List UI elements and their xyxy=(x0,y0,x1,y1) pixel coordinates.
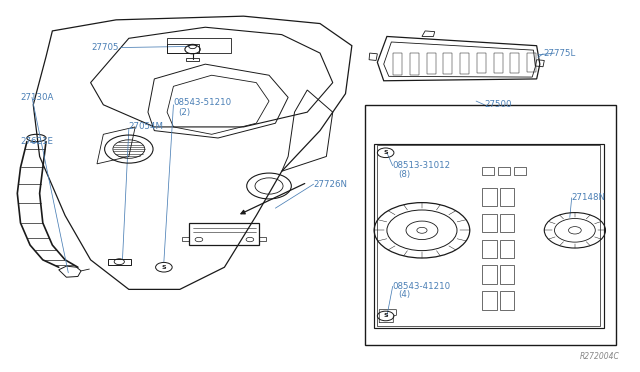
Text: 27726N: 27726N xyxy=(314,180,348,189)
Bar xyxy=(499,167,510,175)
Bar xyxy=(515,167,526,175)
Text: 08543-51210: 08543-51210 xyxy=(173,99,232,108)
Text: (4): (4) xyxy=(398,291,410,299)
Text: S: S xyxy=(161,265,166,270)
Text: 27148N: 27148N xyxy=(572,193,605,202)
Bar xyxy=(500,188,515,206)
Text: 27500: 27500 xyxy=(484,100,512,109)
Text: 27054M: 27054M xyxy=(129,122,164,131)
Text: (8): (8) xyxy=(398,170,410,179)
Bar xyxy=(182,237,189,241)
Bar xyxy=(427,53,436,74)
Bar xyxy=(483,167,494,175)
Bar xyxy=(493,53,502,73)
Bar xyxy=(483,188,497,206)
Bar xyxy=(483,240,497,258)
Bar xyxy=(477,53,486,73)
Text: 27705: 27705 xyxy=(92,43,119,52)
Bar xyxy=(500,214,515,232)
Bar xyxy=(167,38,231,53)
Bar xyxy=(500,240,515,258)
Bar xyxy=(189,223,259,245)
Bar xyxy=(167,44,199,53)
Bar xyxy=(500,265,515,284)
Bar xyxy=(527,53,536,72)
Bar xyxy=(483,265,497,284)
Bar xyxy=(410,53,419,75)
Bar xyxy=(510,53,519,73)
Text: 27621E: 27621E xyxy=(20,137,54,146)
Bar xyxy=(378,145,600,326)
Text: 27775L: 27775L xyxy=(543,49,575,58)
Bar xyxy=(460,53,469,74)
Text: S: S xyxy=(383,150,388,155)
Bar xyxy=(500,291,515,310)
Bar xyxy=(394,53,402,75)
Text: R272004C: R272004C xyxy=(580,352,620,361)
Bar xyxy=(374,144,604,328)
Bar xyxy=(365,105,616,345)
Bar xyxy=(108,259,131,265)
Text: 27130A: 27130A xyxy=(20,93,54,102)
Bar xyxy=(259,237,266,241)
Bar xyxy=(186,58,199,61)
Text: 08513-31012: 08513-31012 xyxy=(393,161,451,170)
Text: S: S xyxy=(383,314,388,318)
Bar xyxy=(444,53,452,74)
Text: (2): (2) xyxy=(179,108,191,117)
Text: 08543-41210: 08543-41210 xyxy=(393,282,451,291)
Bar xyxy=(483,214,497,232)
Bar xyxy=(483,291,497,310)
